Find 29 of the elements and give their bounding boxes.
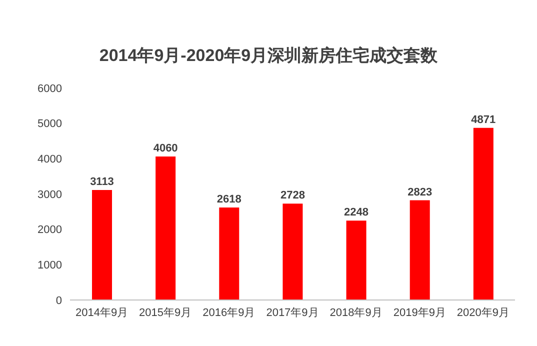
x-tick-label: 2014年9月 <box>75 306 128 319</box>
bar <box>92 190 112 300</box>
chart-title: 2014年9月-2020年9月深圳新房住宅成交套数 <box>98 45 439 67</box>
y-tick-label: 2000 <box>38 224 62 236</box>
y-tick-label: 4000 <box>38 154 62 166</box>
bar <box>156 156 176 300</box>
bar <box>282 204 303 300</box>
x-tick-label: 2015年9月 <box>139 306 192 319</box>
y-tick-label: 0 <box>56 294 62 307</box>
data-label: 3113 <box>90 176 114 188</box>
bar <box>346 220 366 300</box>
x-tick-label: 2017年9月 <box>266 306 319 319</box>
y-tick-label: 5000 <box>38 118 62 130</box>
bar <box>473 128 494 300</box>
data-label: 2823 <box>408 186 432 198</box>
x-tick-label: 2016年9月 <box>202 306 256 319</box>
data-label: 4871 <box>471 114 496 126</box>
y-tick-label: 3000 <box>38 188 62 201</box>
bar <box>410 200 430 300</box>
x-tick-label: 2018年9月 <box>330 306 382 319</box>
data-label: 2618 <box>216 193 242 206</box>
x-tick-label: 2020年9月 <box>456 306 510 319</box>
data-label: 2248 <box>344 206 369 219</box>
data-label: 4060 <box>153 142 178 155</box>
data-label: 2728 <box>280 190 305 202</box>
y-tick-label: 6000 <box>38 82 62 95</box>
bar <box>219 207 240 300</box>
y-tick-label: 1000 <box>38 260 62 272</box>
x-tick-label: 2019年9月 <box>393 306 446 319</box>
